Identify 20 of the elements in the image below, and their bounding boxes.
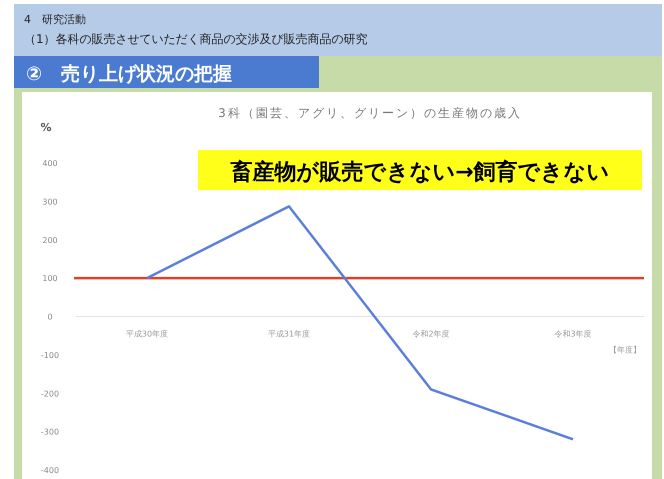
y-tick-label: -200 (40, 389, 60, 398)
y-tick-label: 400 (42, 159, 58, 168)
text: （1）各科の販売させていただく商品の交渉及び販売商品の研究 (24, 32, 368, 46)
text: 4 研究活動 (24, 13, 86, 26)
chart-title: 3科（園芸、アグリ、グリーン）の生産物の歳入 (218, 106, 522, 120)
y-tick-label: -300 (40, 428, 60, 437)
x-tick-label: 令和3年度 (554, 330, 592, 338)
y-tick-label: 0 (47, 312, 53, 322)
y-tick-label: 100 (42, 274, 58, 284)
y-tick-label: 300 (42, 197, 58, 206)
x-tick-label: 平成31年度 (268, 330, 310, 338)
y-axis-title: % (40, 121, 52, 134)
y-tick-label: 200 (42, 236, 58, 245)
annotation: 畜産物が販売できない→飼育できない (229, 159, 610, 185)
y-tick-label: -100 (40, 350, 60, 360)
text: ② 売り上げ状況の把握 (26, 63, 232, 85)
y-tick-label: -400 (40, 466, 60, 475)
x-axis-title: 【年度】 (609, 346, 641, 354)
x-tick-label: 令和2年度 (412, 330, 450, 338)
x-tick-label: 平成30年度 (126, 330, 168, 338)
